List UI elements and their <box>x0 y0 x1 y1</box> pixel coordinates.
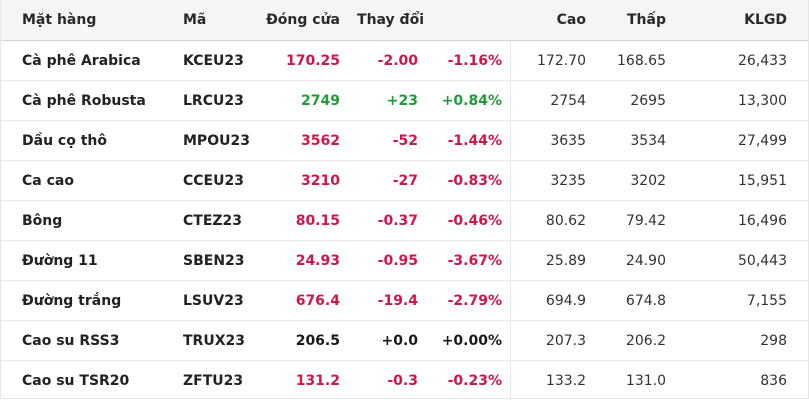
percent-change: +0.84% <box>441 92 502 109</box>
commodity-code: MPOU23 <box>183 132 250 149</box>
close-price: 3210 <box>301 172 340 189</box>
commodity-name: Đường 11 <box>22 252 98 269</box>
table-row[interactable]: Bông CTEZ23 80.15 -0.37 -0.46% 80.62 79.… <box>1 201 808 241</box>
price-change: -0.95 <box>377 252 418 269</box>
table-row[interactable]: Ca cao CCEU23 3210 -27 -0.83% 3235 3202 … <box>1 161 808 201</box>
trading-volume: 15,951 <box>738 172 787 189</box>
price-change: -2.00 <box>377 52 418 69</box>
trading-volume: 298 <box>760 332 787 349</box>
trading-volume: 7,155 <box>746 292 787 309</box>
low-price: 3534 <box>630 132 666 149</box>
low-price: 206.2 <box>625 332 666 349</box>
high-price: 207.3 <box>510 321 588 360</box>
low-price: 79.42 <box>625 212 666 229</box>
percent-change: -1.16% <box>447 52 502 69</box>
commodity-code: ZFTU23 <box>183 372 244 389</box>
close-price: 80.15 <box>295 212 340 229</box>
close-price: 2749 <box>301 92 340 109</box>
percent-change: -0.23% <box>447 372 502 389</box>
trading-volume: 16,496 <box>738 212 787 229</box>
header-close[interactable]: Đóng cửa <box>266 12 340 28</box>
table-row[interactable]: Đường 11 SBEN23 24.93 -0.95 -3.67% 25.89… <box>1 241 808 281</box>
commodity-name: Cà phê Arabica <box>22 52 141 69</box>
table-header: Mặt hàng Mã Đóng cửa Thay đổi Cao Thấp K… <box>1 0 808 41</box>
low-price: 131.0 <box>625 372 666 389</box>
commodity-name: Cà phê Robusta <box>22 92 146 109</box>
table-row[interactable]: Cà phê Arabica KCEU23 170.25 -2.00 -1.16… <box>1 41 808 81</box>
commodity-name: Đường trắng <box>22 292 122 309</box>
commodity-code: CTEZ23 <box>183 212 243 229</box>
trading-volume: 26,433 <box>738 52 787 69</box>
high-price: 80.62 <box>510 201 588 240</box>
table-body: Cà phê Arabica KCEU23 170.25 -2.00 -1.16… <box>1 41 808 400</box>
close-price: 24.93 <box>295 252 340 269</box>
commodity-name: Cao su RSS3 <box>22 332 120 349</box>
percent-change: +0.00% <box>441 332 502 349</box>
price-change: -27 <box>392 172 418 189</box>
percent-change: -2.79% <box>447 292 502 309</box>
low-price: 24.90 <box>625 252 666 269</box>
table-row[interactable]: Cà phê Robusta LRCU23 2749 +23 +0.84% 27… <box>1 81 808 121</box>
header-low[interactable]: Thấp <box>627 12 666 28</box>
commodity-code: CCEU23 <box>183 172 244 189</box>
price-change: -52 <box>392 132 418 149</box>
commodity-name: Ca cao <box>22 172 74 189</box>
trading-volume: 836 <box>760 372 787 389</box>
percent-change: -0.46% <box>447 212 502 229</box>
commodity-code: KCEU23 <box>183 52 244 69</box>
price-change: -19.4 <box>377 292 418 309</box>
low-price: 2695 <box>630 92 666 109</box>
low-price: 674.8 <box>625 292 666 309</box>
close-price: 170.25 <box>285 52 340 69</box>
close-price: 676.4 <box>295 292 340 309</box>
trading-volume: 50,443 <box>738 252 787 269</box>
low-price: 168.65 <box>617 52 666 69</box>
trading-volume: 13,300 <box>738 92 787 109</box>
header-change[interactable]: Thay đổi <box>357 12 424 28</box>
high-price: 2754 <box>510 81 588 120</box>
commodity-code: SBEN23 <box>183 252 245 269</box>
close-price: 131.2 <box>295 372 340 389</box>
high-price: 3235 <box>510 161 588 200</box>
high-price: 694.9 <box>510 281 588 320</box>
table-row[interactable]: Dầu cọ thô MPOU23 3562 -52 -1.44% 3635 3… <box>1 121 808 161</box>
header-code[interactable]: Mã <box>183 12 207 28</box>
commodity-code: TRUX23 <box>183 332 245 349</box>
high-price: 25.89 <box>510 241 588 280</box>
commodity-name: Cao su TSR20 <box>22 372 130 389</box>
percent-change: -3.67% <box>447 252 502 269</box>
commodity-name: Bông <box>22 212 63 229</box>
close-price: 3562 <box>301 132 340 149</box>
table-row[interactable]: Cao su RSS3 TRUX23 206.5 +0.0 +0.00% 207… <box>1 321 808 361</box>
header-volume[interactable]: KLGD <box>744 12 787 28</box>
percent-change: -0.83% <box>447 172 502 189</box>
table-row[interactable]: Đường trắng LSUV23 676.4 -19.4 -2.79% 69… <box>1 281 808 321</box>
trading-volume: 27,499 <box>738 132 787 149</box>
header-name[interactable]: Mặt hàng <box>22 12 97 28</box>
high-price: 172.70 <box>510 41 588 80</box>
commodity-code: LRCU23 <box>183 92 244 109</box>
price-change: -0.3 <box>387 372 418 389</box>
commodity-code: LSUV23 <box>183 292 244 309</box>
percent-change: -1.44% <box>447 132 502 149</box>
high-price: 133.2 <box>510 361 588 400</box>
commodity-name: Dầu cọ thô <box>22 132 107 149</box>
header-high[interactable]: Cao <box>556 12 586 28</box>
price-change: +23 <box>386 92 418 109</box>
low-price: 3202 <box>630 172 666 189</box>
table-row[interactable]: Cao su TSR20 ZFTU23 131.2 -0.3 -0.23% 13… <box>1 361 808 400</box>
close-price: 206.5 <box>295 332 340 349</box>
price-change: +0.0 <box>381 332 418 349</box>
high-price: 3635 <box>510 121 588 160</box>
price-change: -0.37 <box>377 212 418 229</box>
